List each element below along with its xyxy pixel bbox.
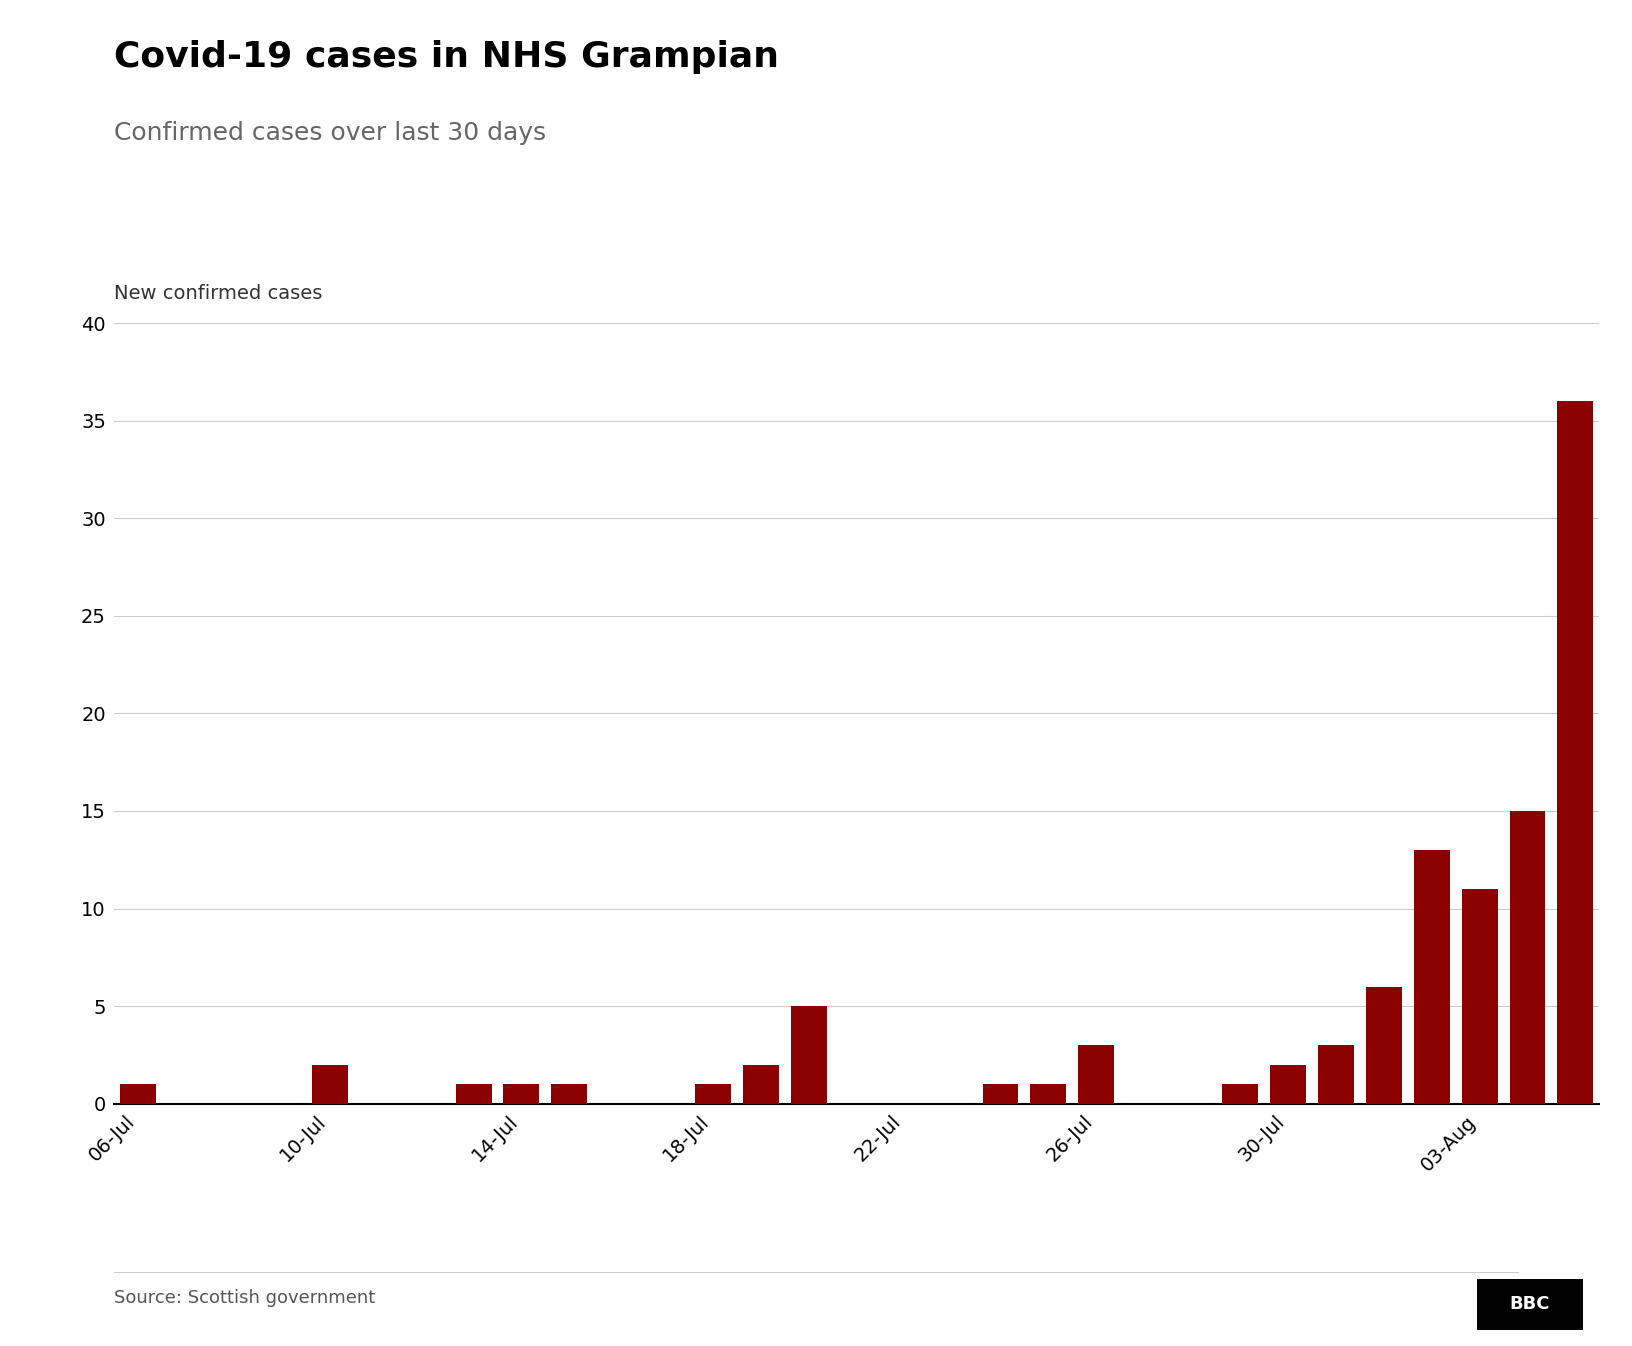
Bar [1413,851,1449,1104]
Text: BBC: BBC [1510,1295,1550,1314]
Bar [1030,1085,1066,1104]
Bar [1319,1044,1355,1104]
Bar [1222,1085,1258,1104]
Bar [312,1065,348,1104]
Text: New confirmed cases: New confirmed cases [114,284,323,303]
Text: Covid-19 cases in NHS Grampian: Covid-19 cases in NHS Grampian [114,40,778,74]
Bar [1366,987,1402,1104]
Bar [1510,810,1546,1104]
Bar [552,1085,588,1104]
Bar [1270,1065,1306,1104]
Text: Confirmed cases over last 30 days: Confirmed cases over last 30 days [114,121,547,145]
Bar [695,1085,731,1104]
Bar [1462,888,1498,1104]
Bar [982,1085,1018,1104]
Bar [455,1085,491,1104]
Bar [504,1085,540,1104]
Bar [121,1085,157,1104]
Bar [792,1007,827,1104]
Bar [1079,1044,1115,1104]
Bar [743,1065,778,1104]
Text: Source: Scottish government: Source: Scottish government [114,1289,375,1307]
Bar [1557,401,1593,1104]
